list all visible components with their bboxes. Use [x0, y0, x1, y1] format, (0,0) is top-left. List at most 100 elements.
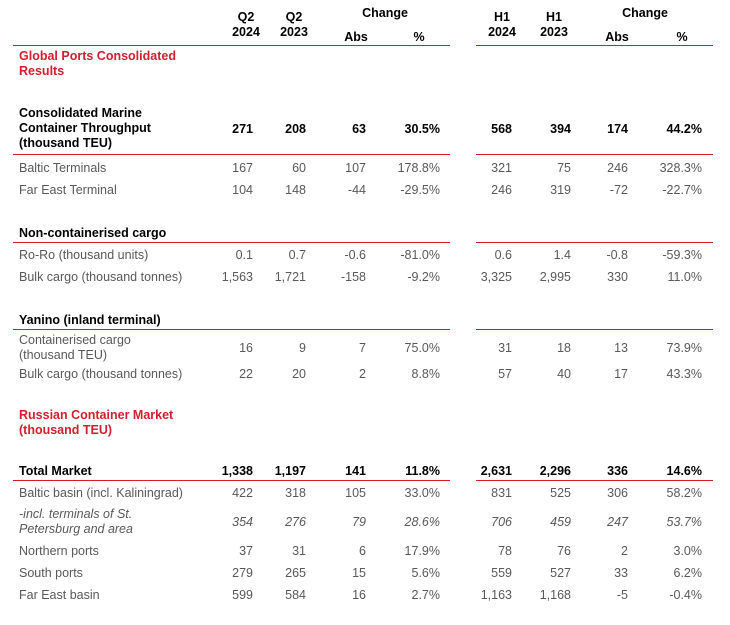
cell-marine-total-abs-q2: 63: [352, 122, 366, 136]
cell-roro-h1-2023: 1.4: [553, 248, 571, 262]
cell-bulk-q2-2023: 1,721: [274, 270, 306, 284]
cell-bulk-pct-h1: 11.0%: [667, 270, 702, 284]
cell-yanino-cont-q2-2024: 16: [239, 341, 253, 355]
cell-marine-total-pct-q2: 30.5%: [404, 122, 440, 136]
cell-far-east-terminal-h1-2024: 246: [491, 183, 512, 197]
col-header-change-right: Change: [622, 6, 668, 20]
cell-total-market-pct-q2: 11.8%: [405, 464, 440, 478]
cell-baltic-basin-abs-q2: 105: [345, 486, 366, 500]
section-title-yanino: Yanino (inland terminal): [19, 313, 161, 327]
cell-south-abs-h1: 33: [614, 566, 628, 580]
cell-baltic-basin-h1-2024: 831: [491, 486, 512, 500]
cell-northern-abs-q2: 6: [359, 544, 366, 558]
cell-bulk-h1-2024: 3,325: [480, 270, 512, 284]
cell-far-east-terminal-q2-2024: 104: [232, 183, 253, 197]
cell-marine-total-pct-h1: 44.2%: [666, 122, 702, 136]
cell-baltic-terminals-q2-2024: 167: [232, 161, 253, 175]
cell-roro-pct-q2: -81.0%: [400, 248, 440, 262]
cell-far-east-basin-q2-2023: 584: [285, 588, 306, 602]
section-rule: [13, 329, 450, 330]
cell-spb-h1-2024: 706: [491, 515, 512, 529]
section-rule: [476, 329, 713, 330]
col-header-q2-2023: Q2 2023: [280, 10, 308, 39]
cell-roro-h1-2024: 0.6: [494, 248, 512, 262]
cell-marine-total-h1-2023: 394: [550, 122, 571, 136]
cell-far-east-basin-h1-2024: 1,163: [480, 588, 512, 602]
cell-bulk-pct-q2: -9.2%: [407, 270, 440, 284]
section-rule: [13, 45, 450, 46]
cell-far-east-terminal-q2-2023: 148: [285, 183, 306, 197]
cell-far-east-terminal-h1-2023: 319: [550, 183, 571, 197]
cell-yanino-cont-pct-q2: 75.0%: [404, 341, 440, 355]
cell-spb-q2-2023: 276: [285, 515, 306, 529]
cell-yanino-cont-pct-h1: 73.9%: [666, 341, 702, 355]
cell-far-east-basin-pct-h1: -0.4%: [669, 588, 702, 602]
cell-baltic-terminals-abs-q2: 107: [345, 161, 366, 175]
cell-yanino-cont-h1-2024: 31: [498, 341, 512, 355]
cell-baltic-terminals-pct-q2: 178.8%: [397, 161, 440, 175]
cell-south-h1-2024: 559: [491, 566, 512, 580]
cell-roro-q2-2023: 0.7: [288, 248, 306, 262]
col-header-pct-right: %: [676, 30, 688, 44]
cell-far-east-basin-abs-h1: -5: [616, 588, 628, 602]
row-label-northern: Northern ports: [19, 544, 99, 558]
section-title-global-ports: Global Ports Consolidated Results: [19, 49, 176, 78]
row-label-baltic-terminals: Baltic Terminals: [19, 161, 107, 175]
cell-yanino-bulk-h1-2023: 40: [557, 367, 571, 381]
cell-total-market-pct-h1: 14.6%: [666, 464, 702, 478]
cell-bulk-abs-q2: -158: [340, 270, 366, 284]
cell-baltic-basin-q2-2023: 318: [285, 486, 306, 500]
cell-baltic-terminals-q2-2023: 60: [292, 161, 306, 175]
section-rule: [476, 45, 713, 46]
cell-northern-q2-2023: 31: [292, 544, 306, 558]
cell-yanino-bulk-q2-2024: 22: [239, 367, 253, 381]
cell-baltic-basin-h1-2023: 525: [550, 486, 571, 500]
cell-marine-total-abs-h1: 174: [607, 122, 628, 136]
cell-far-east-basin-pct-q2: 2.7%: [411, 588, 441, 602]
cell-total-market-abs-h1: 336: [607, 464, 628, 478]
cell-south-pct-q2: 5.6%: [411, 566, 441, 580]
cell-northern-q2-2024: 37: [239, 544, 253, 558]
cell-spb-pct-h1: 53.7%: [666, 515, 702, 529]
cell-spb-h1-2023: 459: [550, 515, 571, 529]
cell-baltic-basin-abs-h1: 306: [607, 486, 628, 500]
row-label-roro: Ro-Ro (thousand units): [19, 248, 149, 262]
cell-yanino-bulk-pct-q2: 8.8%: [411, 367, 441, 381]
section-title-russian-market: Russian Container Market (thousand TEU): [19, 408, 174, 437]
cell-south-abs-q2: 15: [352, 566, 366, 580]
col-header-abs-right: Abs: [605, 30, 629, 44]
section-rule: [13, 480, 450, 481]
cell-far-east-terminal-pct-h1: -22.7%: [662, 183, 702, 197]
section-rule: [476, 154, 713, 155]
cell-baltic-basin-q2-2024: 422: [232, 486, 253, 500]
cell-yanino-cont-h1-2023: 18: [557, 341, 571, 355]
col-header-abs-left: Abs: [344, 30, 368, 44]
cell-yanino-bulk-q2-2023: 20: [292, 367, 306, 381]
cell-south-q2-2024: 279: [232, 566, 253, 580]
cell-far-east-basin-q2-2024: 599: [232, 588, 253, 602]
cell-marine-total-h1-2024: 568: [491, 122, 512, 136]
cell-baltic-terminals-h1-2024: 321: [491, 161, 512, 175]
row-label-marine-throughput: Consolidated Marine Container Throughput(…: [19, 106, 151, 150]
section-rule: [13, 242, 450, 243]
cell-spb-q2-2024: 354: [232, 515, 253, 529]
cell-bulk-h1-2023: 2,995: [539, 270, 571, 284]
cell-roro-abs-h1: -0.8: [606, 248, 628, 262]
cell-total-market-abs-q2: 141: [345, 464, 366, 478]
cell-baltic-terminals-h1-2023: 75: [557, 161, 571, 175]
cell-yanino-cont-abs-h1: 13: [614, 341, 628, 355]
cell-far-east-terminal-abs-q2: -44: [347, 183, 366, 197]
cell-northern-pct-h1: 3.0%: [673, 544, 703, 558]
cell-spb-abs-q2: 79: [352, 515, 366, 529]
cell-far-east-terminal-pct-q2: -29.5%: [400, 183, 440, 197]
cell-baltic-terminals-abs-h1: 246: [607, 161, 628, 175]
section-rule: [476, 480, 713, 481]
cell-yanino-bulk-abs-q2: 2: [359, 367, 366, 381]
cell-roro-abs-q2: -0.6: [344, 248, 366, 262]
row-label-yanino-bulk: Bulk cargo (thousand tonnes): [19, 367, 183, 381]
cell-roro-q2-2024: 0.1: [235, 248, 253, 262]
row-label-baltic-basin: Baltic basin (incl. Kaliningrad): [19, 486, 183, 500]
cell-yanino-bulk-h1-2024: 57: [498, 367, 512, 381]
col-header-q2-2024: Q2 2024: [232, 10, 260, 39]
cell-yanino-bulk-pct-h1: 43.3%: [666, 367, 702, 381]
